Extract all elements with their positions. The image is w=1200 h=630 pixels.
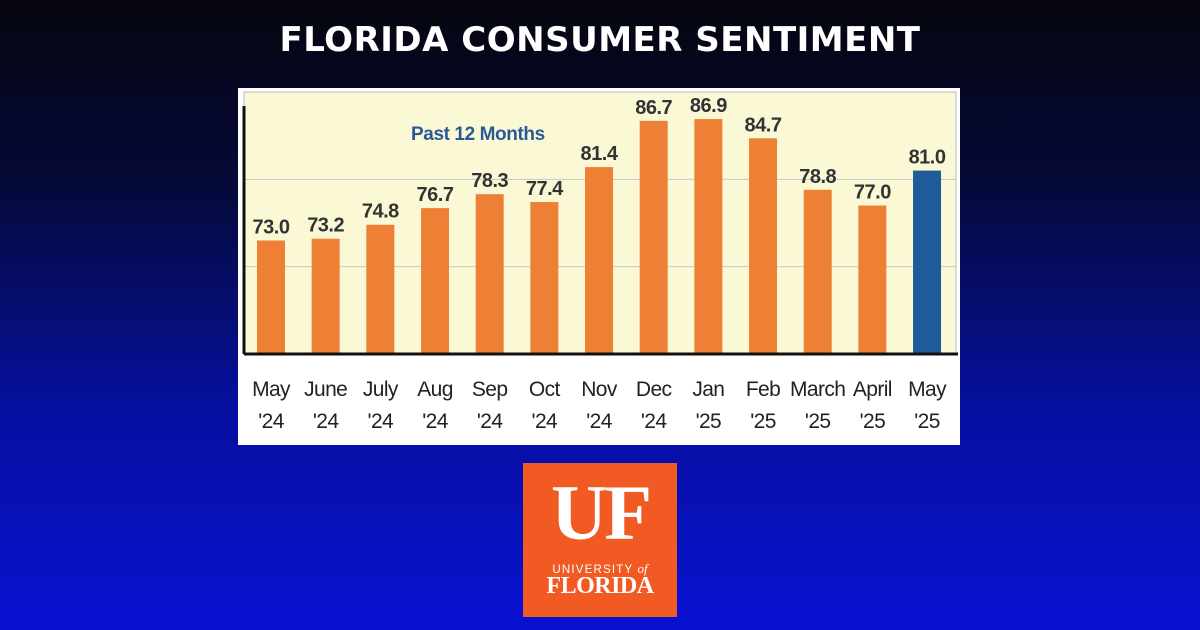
bar: [639, 120, 668, 354]
tick-label-month: March: [790, 378, 845, 401]
tick-label-month: Nov: [581, 378, 618, 401]
tick-label-month: Dec: [636, 378, 672, 401]
data-label: 73.0: [253, 216, 290, 238]
bar: [530, 202, 559, 354]
bar: [421, 208, 450, 354]
chart-card: 73.0 May '24 73.2 June '24 74.8 July '24 76.7 Aug '…: [238, 88, 960, 445]
tick-label-year: '25: [750, 410, 776, 433]
tick-label-year: '24: [258, 410, 284, 433]
tick-label-year: '24: [313, 410, 339, 433]
logo-florida: FLORIDA: [546, 573, 654, 599]
tick-label-year: '24: [641, 410, 667, 433]
bar: [257, 240, 285, 354]
tick-label-month: Feb: [746, 378, 780, 401]
data-label: 81.4: [581, 143, 619, 165]
tick-label-year: '24: [368, 410, 394, 433]
bar: [585, 167, 614, 354]
uf-logo: UF UNIVERSITY of FLORIDA: [523, 463, 677, 617]
data-label: 73.2: [307, 215, 344, 237]
page-title: FLORIDA CONSUMER SENTIMENT: [279, 20, 921, 60]
bar: [913, 170, 942, 354]
tick-label-year: '24: [422, 410, 448, 433]
data-label: 77.4: [526, 178, 564, 200]
bar: [366, 224, 395, 354]
tick-label-year: '24: [586, 410, 612, 433]
tick-label-year: '24: [477, 410, 503, 433]
tick-label-year: '25: [805, 410, 831, 433]
tick-label-month: Jan: [692, 378, 724, 401]
tick-label-month: Oct: [529, 378, 561, 401]
tick-label-month: April: [853, 378, 892, 401]
bar-chart: 73.0 May '24 73.2 June '24 74.8 July '24 76.7 Aug '…: [242, 91, 958, 433]
tick-label-year: '25: [696, 410, 722, 433]
data-label: 78.8: [799, 166, 836, 188]
data-label: 81.0: [909, 147, 946, 169]
tick-label-month: May: [252, 378, 291, 401]
logo-mark: UF: [551, 469, 652, 556]
tick-label-year: '24: [532, 410, 558, 433]
logo-university-line: UNIVERSITY of: [523, 561, 677, 577]
data-label: 77.0: [854, 182, 891, 204]
data-label: 84.7: [745, 114, 782, 136]
bar: [858, 205, 887, 354]
data-label: 86.9: [690, 95, 727, 117]
data-label: 86.7: [635, 97, 672, 119]
tick-label-month: Sep: [472, 378, 508, 401]
bar: [803, 189, 832, 354]
bar: [749, 138, 778, 354]
chart-annotation: Past 12 Months: [411, 124, 545, 145]
tick-label-month: July: [363, 378, 399, 401]
tick-label-month: Aug: [417, 378, 453, 401]
logo-university: UNIVERSITY: [552, 564, 634, 576]
tick-label-year: '25: [914, 410, 940, 433]
data-label: 76.7: [417, 184, 454, 206]
bar: [311, 238, 340, 354]
tick-label-month: June: [304, 378, 347, 401]
bar: [694, 119, 723, 354]
tick-label-year: '25: [860, 410, 886, 433]
tick-label-month: May: [908, 378, 947, 401]
data-label: 78.3: [471, 170, 508, 192]
logo-of: of: [637, 561, 648, 576]
data-label: 74.8: [362, 201, 399, 223]
bar: [475, 194, 504, 354]
